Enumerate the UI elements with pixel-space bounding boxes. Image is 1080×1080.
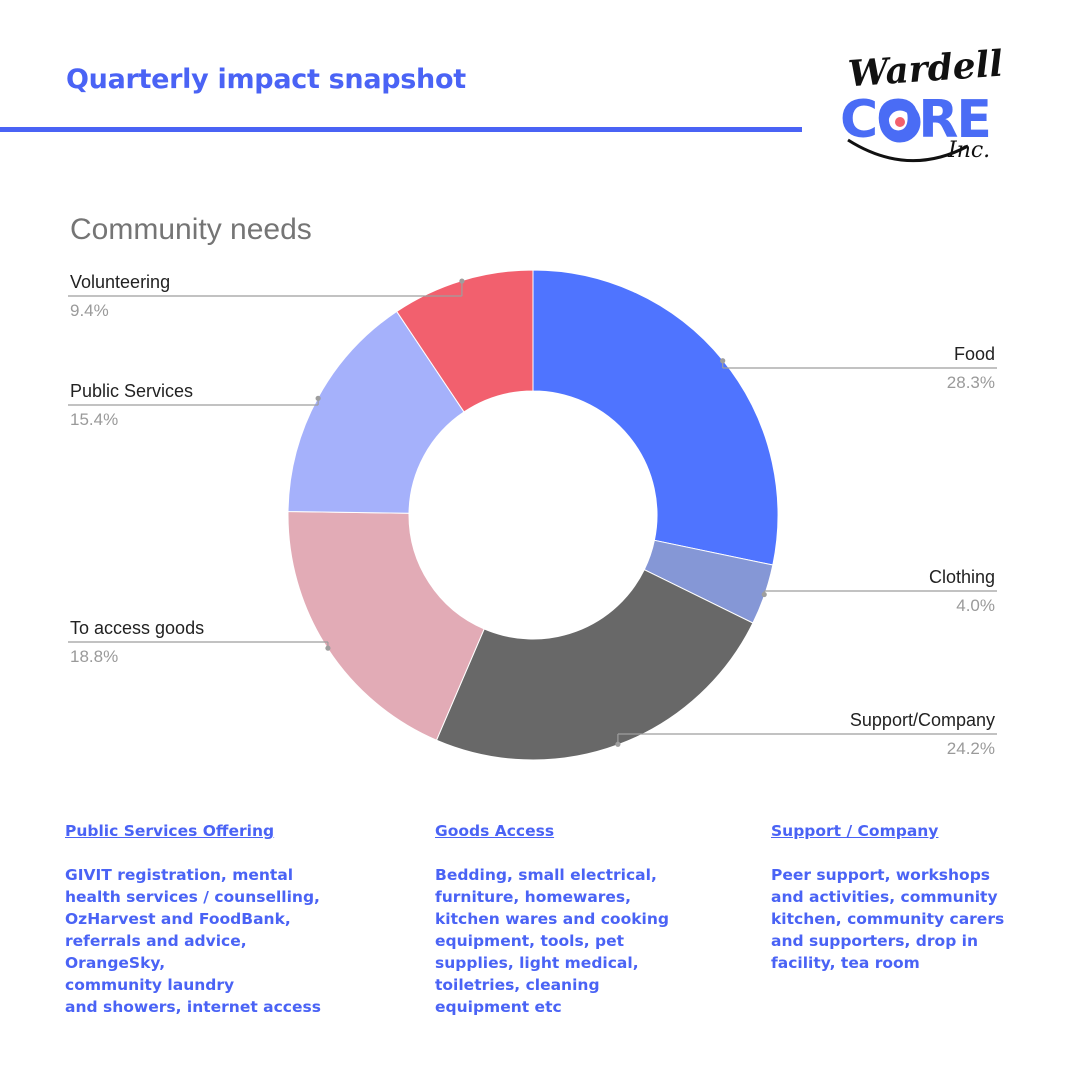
title-divider bbox=[0, 127, 802, 132]
slice-value-label: 4.0% bbox=[956, 596, 995, 615]
column-line: supplies, light medical, bbox=[435, 954, 639, 972]
column-line: kitchen wares and cooking bbox=[435, 910, 669, 928]
logo-core-text: CORE bbox=[840, 90, 992, 150]
column-public-services: Public Services Offering GIVIT registrat… bbox=[65, 820, 385, 1018]
slice-label: Public Services bbox=[70, 381, 193, 401]
slice-public-services bbox=[287, 310, 465, 514]
slice-to-access-goods bbox=[287, 511, 485, 741]
slice-value-label: 18.8% bbox=[70, 647, 118, 666]
column-line: GIVIT registration, mental bbox=[65, 866, 294, 884]
column-line: OzHarvest and FoodBank, bbox=[65, 910, 291, 928]
slice-food bbox=[532, 269, 779, 566]
column-line: toiletries, cleaning bbox=[435, 976, 600, 994]
column-line: Peer support, workshops bbox=[771, 866, 991, 884]
page-title: Quarterly impact snapshot bbox=[66, 64, 466, 95]
slice-value-label: 24.2% bbox=[947, 739, 995, 758]
column-line: facility, tea room bbox=[771, 954, 920, 972]
column-line: and supporters, drop in bbox=[771, 932, 979, 950]
slice-label: Clothing bbox=[929, 567, 995, 587]
column-line: community laundry bbox=[65, 976, 235, 994]
column-support-company: Support / Company Peer support, workshop… bbox=[771, 820, 1061, 974]
slice-value-label: 9.4% bbox=[70, 301, 109, 320]
logo-inc-text: Inc. bbox=[948, 138, 991, 163]
wardell-core-logo: Wardell CORE Inc. bbox=[838, 43, 1018, 178]
slice-label: Volunteering bbox=[70, 272, 170, 292]
slice-value-label: 15.4% bbox=[70, 410, 118, 429]
column-line: equipment etc bbox=[435, 998, 562, 1016]
chart-title: Community needs bbox=[70, 213, 312, 246]
slice-value-label: 28.3% bbox=[947, 373, 995, 392]
column-heading: Goods Access bbox=[435, 822, 555, 840]
column-line: referrals and advice, bbox=[65, 932, 247, 950]
slice-label: Food bbox=[954, 344, 995, 364]
column-line: and activities, community bbox=[771, 888, 998, 906]
column-line: Bedding, small electrical, bbox=[435, 866, 657, 884]
column-line: equipment, tools, pet bbox=[435, 932, 624, 950]
column-body: Peer support, workshops and activities, … bbox=[771, 864, 1061, 974]
column-line: and showers, internet access bbox=[65, 998, 321, 1016]
column-goods-access: Goods Access Bedding, small electrical, … bbox=[435, 820, 735, 1018]
column-line: kitchen, community carers bbox=[771, 910, 1005, 928]
slice-label: Support/Company bbox=[850, 710, 995, 730]
donut-chart: Food 28.3% Clothing 4.0% Support/Company 24.2… bbox=[68, 269, 997, 761]
column-line: health services / counselling, bbox=[65, 888, 320, 906]
column-line: furniture, homewares, bbox=[435, 888, 632, 906]
column-line: OrangeSky, bbox=[65, 954, 166, 972]
slice-volunteering bbox=[395, 269, 534, 413]
slice-label: To access goods bbox=[70, 618, 204, 638]
column-heading: Support / Company bbox=[771, 822, 939, 840]
column-body: GIVIT registration, mental health servic… bbox=[65, 864, 385, 1018]
column-body: Bedding, small electrical, furniture, ho… bbox=[435, 864, 735, 1018]
column-heading: Public Services Offering bbox=[65, 822, 275, 840]
leader-dot bbox=[325, 645, 331, 651]
slice-support-company bbox=[435, 569, 754, 761]
logo-smile-icon bbox=[847, 101, 969, 163]
